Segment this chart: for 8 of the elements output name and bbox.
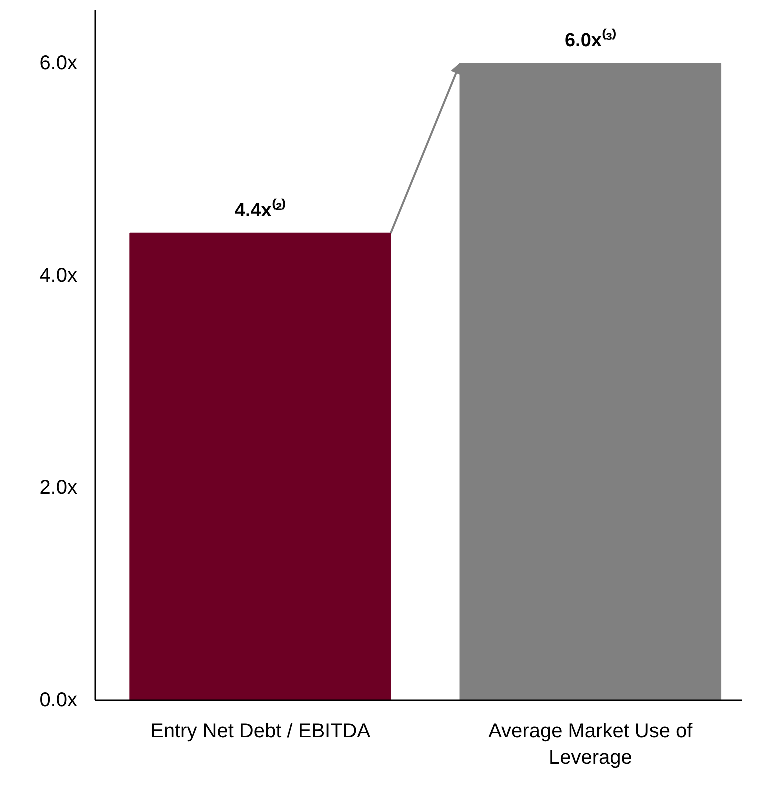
x-tick-label: Average Market Use of Leverage: [488, 720, 694, 769]
x-tick-label: Entry Net Debt / EBITDA: [150, 720, 372, 742]
y-tick-label: 2.0x: [40, 477, 78, 500]
y-tick-label: 4.0x: [40, 264, 78, 287]
data-label: 4.4x⁽²⁾: [234, 198, 286, 222]
data-label: 6.0x⁽³⁾: [565, 28, 616, 52]
y-tick-label: 6.0x: [40, 52, 78, 75]
y-tick-label: 0.0x: [40, 690, 78, 712]
